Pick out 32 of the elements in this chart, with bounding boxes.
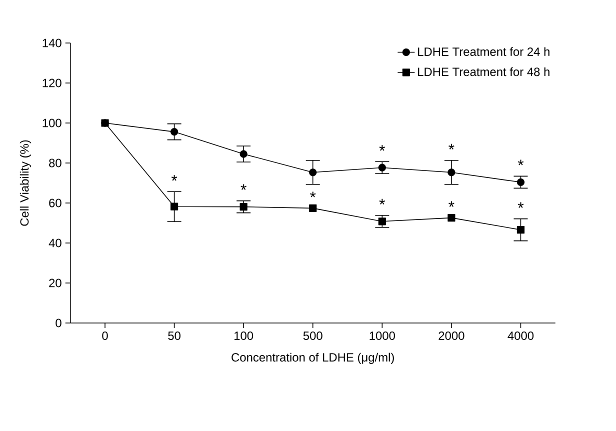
y-tick-label: 60 [49,198,62,208]
y-tick-label: 80 [49,158,62,168]
y-tick-label: 100 [42,118,62,128]
x-tick-label: 4000 [508,332,534,340]
x-axis-title: Concentration of LDHE (μg/ml) [232,352,394,364]
annotation: * [171,175,178,181]
annotation: * [379,145,385,151]
x-tick-label: 500 [303,332,322,340]
y-tick-label: 120 [42,78,62,88]
annotation: * [310,192,316,198]
annotation: * [448,144,454,150]
annotation: * [379,198,385,205]
y-tick-label: 20 [49,278,62,288]
legend-label: LDHE Treatment for 24 h [418,47,550,56]
annotation: * [240,184,246,190]
x-tick-label: 50 [168,332,180,340]
point [170,202,178,210]
x-tick-label: 2000 [438,332,464,340]
point [516,226,525,234]
point [309,204,317,212]
y-tick-label: 140 [42,38,62,48]
x-tick-label: 1000 [370,332,395,340]
annotation: * [518,202,524,208]
point [448,214,456,222]
y-tick-label: 40 [48,238,62,248]
annotation: * [448,201,454,207]
legend-label: LDHE Treatment for 48 h [418,67,550,76]
x-tick-label: 0 [102,332,108,340]
annotation: * [518,160,524,166]
y-axis-title: Cell Viability (%) [20,140,32,226]
y-tick-label: 0 [56,318,62,328]
x-tick-label: 100 [234,332,254,340]
